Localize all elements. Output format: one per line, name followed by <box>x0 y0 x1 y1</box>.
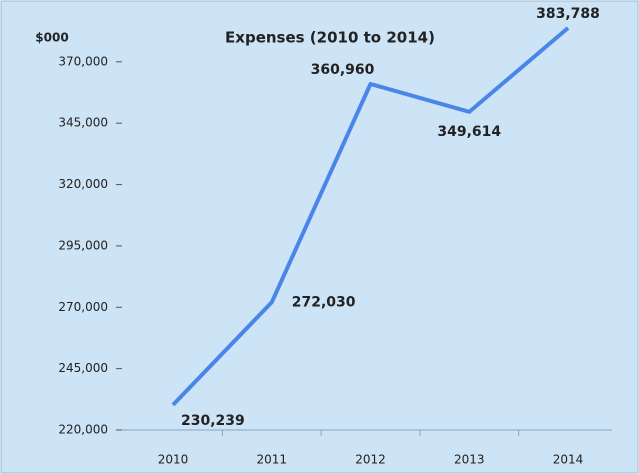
y-tick-label: 295,000 <box>58 238 108 252</box>
x-tick-label: 2010 <box>158 453 189 467</box>
x-tick-label: 2011 <box>256 453 287 467</box>
y-tick-label: 370,000 <box>58 54 108 68</box>
y-axis-label: $000 <box>35 31 68 45</box>
data-label: 349,614 <box>437 124 501 140</box>
x-tick-label: 2012 <box>355 453 386 467</box>
y-tick-label: 220,000 <box>58 423 108 437</box>
y-tick-label: 245,000 <box>58 361 108 375</box>
y-tick-label: 270,000 <box>58 300 108 314</box>
x-tick-label: 2014 <box>553 453 584 467</box>
y-tick-label: 345,000 <box>58 116 108 130</box>
chart-title: Expenses (2010 to 2014) <box>225 29 435 47</box>
y-tick-label: 320,000 <box>58 177 108 191</box>
data-label: 383,788 <box>536 6 600 22</box>
data-label: 230,239 <box>181 413 245 429</box>
data-label: 360,960 <box>311 62 375 78</box>
data-label: 272,030 <box>292 294 356 310</box>
x-tick-label: 2013 <box>454 453 485 467</box>
data-line <box>171 26 570 407</box>
